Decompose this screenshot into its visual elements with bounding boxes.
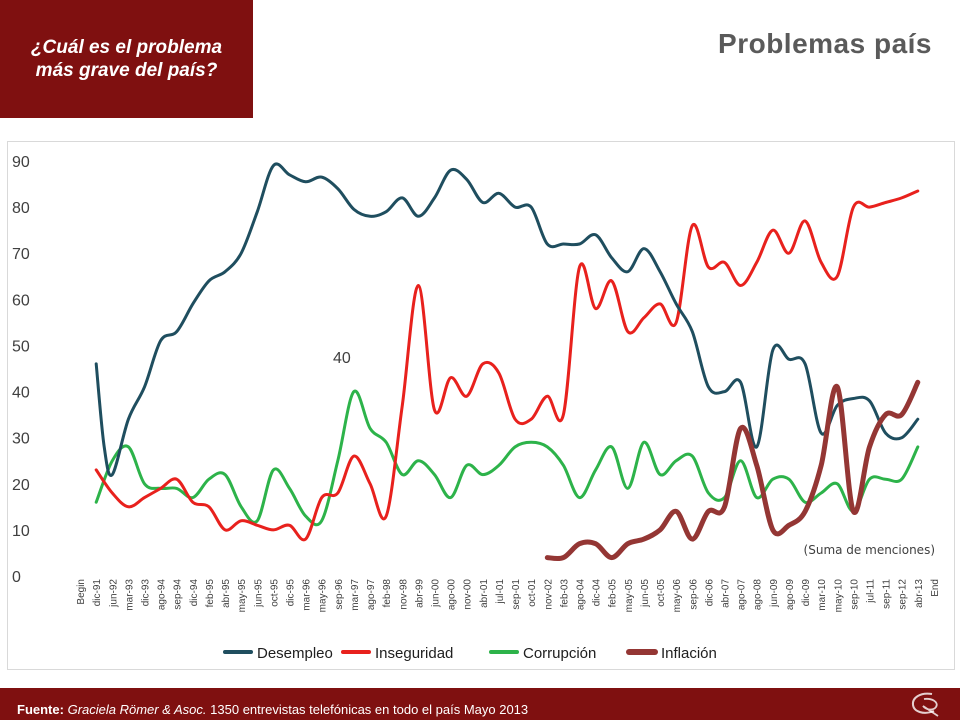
x-tick-label: jun-95 [253,579,264,608]
series-line-inseguridad [94,189,920,542]
x-tick-label: sep-01 [511,579,522,610]
y-tick-label: 80 [12,200,30,217]
y-tick-label: 50 [12,338,30,355]
x-tick-label: sep-12 [898,579,909,610]
x-tick-label: dic-91 [92,579,103,607]
x-tick-label: ago-97 [366,579,377,611]
question-line-1: ¿Cuál es el problema [30,37,223,58]
x-tick-label: oct-05 [656,579,667,607]
brand-logo-icon [911,692,939,717]
chart-frame: 0 10 20 30 40 50 60 70 80 90 Begin dic-91 jun-92 mar-… [7,141,955,670]
legend-desempleo-label: Desempleo [257,645,333,662]
x-tick-label: jun-92 [108,579,119,608]
line-chart: 0 10 20 30 40 50 60 70 80 90 Begin dic-91 jun-92 mar-… [12,154,941,662]
x-tick-label: nov-00 [463,579,474,610]
y-tick-label: 70 [12,246,30,263]
y-tick-label: 90 [12,154,30,171]
y-tick-label: 20 [12,477,30,494]
series-line-desempleo [94,162,920,477]
x-tick-label: abr-95 [221,579,232,608]
y-tick-label: 60 [12,292,30,309]
legend-inseguridad-label: Inseguridad [375,645,453,662]
annotation-label: 40 [333,350,351,367]
x-tick-label: mar-10 [817,579,828,611]
x-tick-label: Begin [76,579,87,605]
x-tick-label: may-10 [833,579,844,613]
x-tick-label: nov-02 [543,579,554,610]
x-tick-label: jun-05 [640,579,651,608]
x-tick-label: mar-93 [124,579,135,611]
x-tick-label: dic-95 [286,579,297,607]
x-tick-label: nov-98 [398,579,409,610]
question-line-2: más grave del país? [35,60,218,81]
x-tick-label: mar-97 [350,579,361,611]
x-tick-label: ago-08 [753,579,764,611]
x-tick-label: may-96 [318,579,329,613]
x-tick-label: jun-00 [431,579,442,608]
x-tick-label: ago-07 [737,579,748,611]
footer-source-name: Graciela Römer & Asoc. [67,702,207,717]
x-tick-label: oct-95 [269,579,280,607]
legend-corrupcion-label: Corrupción [523,645,596,662]
x-tick-label: may-05 [624,579,635,613]
footer-bar: Fuente: Graciela Römer & Asoc. 1350 entr… [0,688,960,720]
x-tick-label: abr-07 [721,579,732,608]
x-tick-label: ago-09 [785,579,796,611]
series-line-inflacion [544,379,921,562]
x-tick-label: dic-09 [801,579,812,607]
question-box: ¿Cuál es el problema más grave del país? [0,0,253,118]
x-tick-label: jul-01 [495,579,506,605]
x-tick-label: feb-98 [382,579,393,608]
page-title: Problemas país [718,28,932,59]
x-tick-label: abr-01 [479,579,490,608]
x-tick-label: ago-00 [447,579,458,611]
x-tick-label: ago-04 [576,579,587,611]
x-tick-label: dic-06 [704,579,715,607]
y-tick-label: 30 [12,431,30,448]
x-tick-label: jul-11 [866,579,877,604]
x-tick-label: sep-11 [882,579,893,609]
x-tick-label: mar-96 [302,579,313,611]
y-tick-label: 0 [12,569,21,586]
x-tick-label: dic-94 [189,579,200,607]
x-tick-label: abr-13 [914,579,925,608]
x-tick-label: feb-95 [205,579,216,608]
footer-source: Fuente: Graciela Römer & Asoc. 1350 entr… [17,702,528,717]
x-tick-label: sep-94 [173,579,184,610]
footer-details: 1350 entrevistas telefónicas en todo el … [210,702,529,717]
x-tick-label: dic-04 [592,579,603,607]
series-line-corrupcion [94,389,920,527]
x-tick-label: abr-99 [414,579,425,608]
x-tick-label: sep-96 [334,579,345,610]
x-tick-label: End [930,579,941,597]
x-tick-label: sep-10 [849,579,860,610]
x-tick-label: dic-93 [141,579,152,607]
x-tick-label: oct-01 [527,579,538,607]
y-tick-label: 10 [12,523,30,540]
x-tick-label: may-95 [237,579,248,613]
y-tick-label: 40 [12,385,30,402]
note-label: (Suma de menciones) [804,543,935,557]
x-tick-label: feb-05 [608,579,619,608]
legend-inflacion-label: Inflación [661,645,717,662]
x-tick-label: may-06 [672,579,683,613]
x-tick-label: jun-09 [769,579,780,608]
footer-label: Fuente: [17,702,64,717]
x-tick-label: ago-94 [157,579,168,611]
x-tick-label: sep-06 [688,579,699,610]
x-tick-label: feb-03 [559,579,570,608]
